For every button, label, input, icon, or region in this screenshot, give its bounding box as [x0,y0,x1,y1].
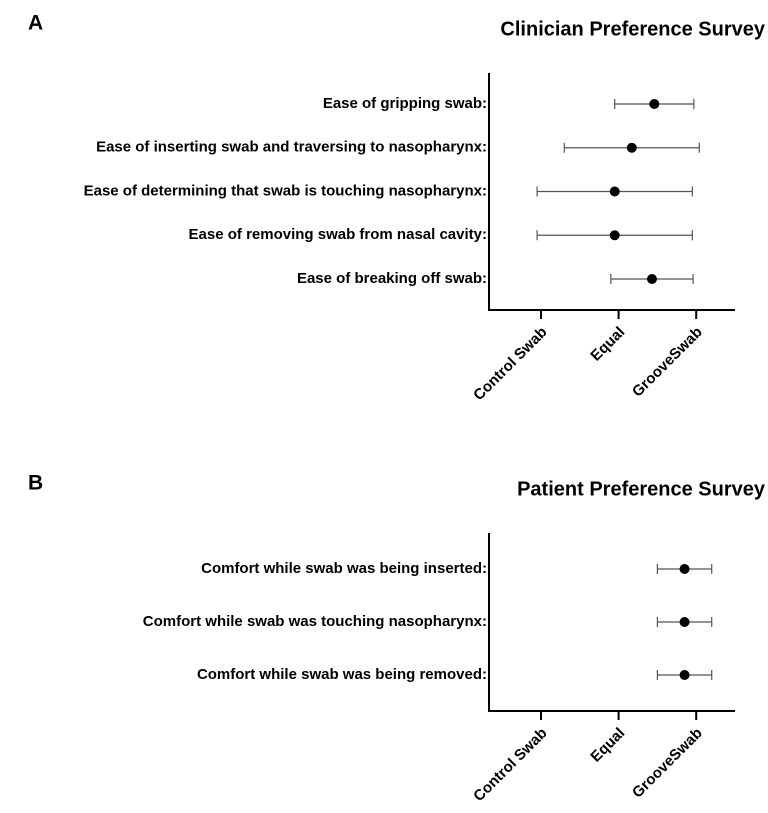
dot [626,142,637,153]
x-tick-label: GrooveSwab [629,725,706,802]
x-tick-label: Control Swab [470,324,550,404]
dot [609,186,620,197]
x-tick-label: Equal [587,725,628,766]
dot [679,670,690,680]
dot [609,230,620,241]
x-tick-label: GrooveSwab [629,324,706,401]
x-tick-label: Equal [587,324,628,365]
x-tick-label: Control Swab [470,725,550,805]
dot [646,274,657,284]
category-label: Ease of determining that swab is touchin… [84,182,487,199]
panel-label: A [28,12,43,35]
chart-title: Patient Preference Survey [517,478,766,500]
category-label: Comfort while swab was being removed: [197,666,487,683]
category-label: Ease of removing swab from nasal cavity: [189,226,487,243]
category-label: Ease of breaking off swab: [297,270,487,287]
dot [679,564,690,574]
category-label: Ease of gripping swab: [323,95,487,112]
category-label: Comfort while swab was being inserted: [201,560,487,577]
category-label: Ease of inserting swab and traversing to… [96,139,487,156]
category-label: Comfort while swab was touching nasophar… [143,613,487,630]
panel-label: B [28,472,43,495]
dot [679,617,690,627]
chart-title: Clinician Preference Survey [500,18,765,40]
dot [649,99,660,109]
